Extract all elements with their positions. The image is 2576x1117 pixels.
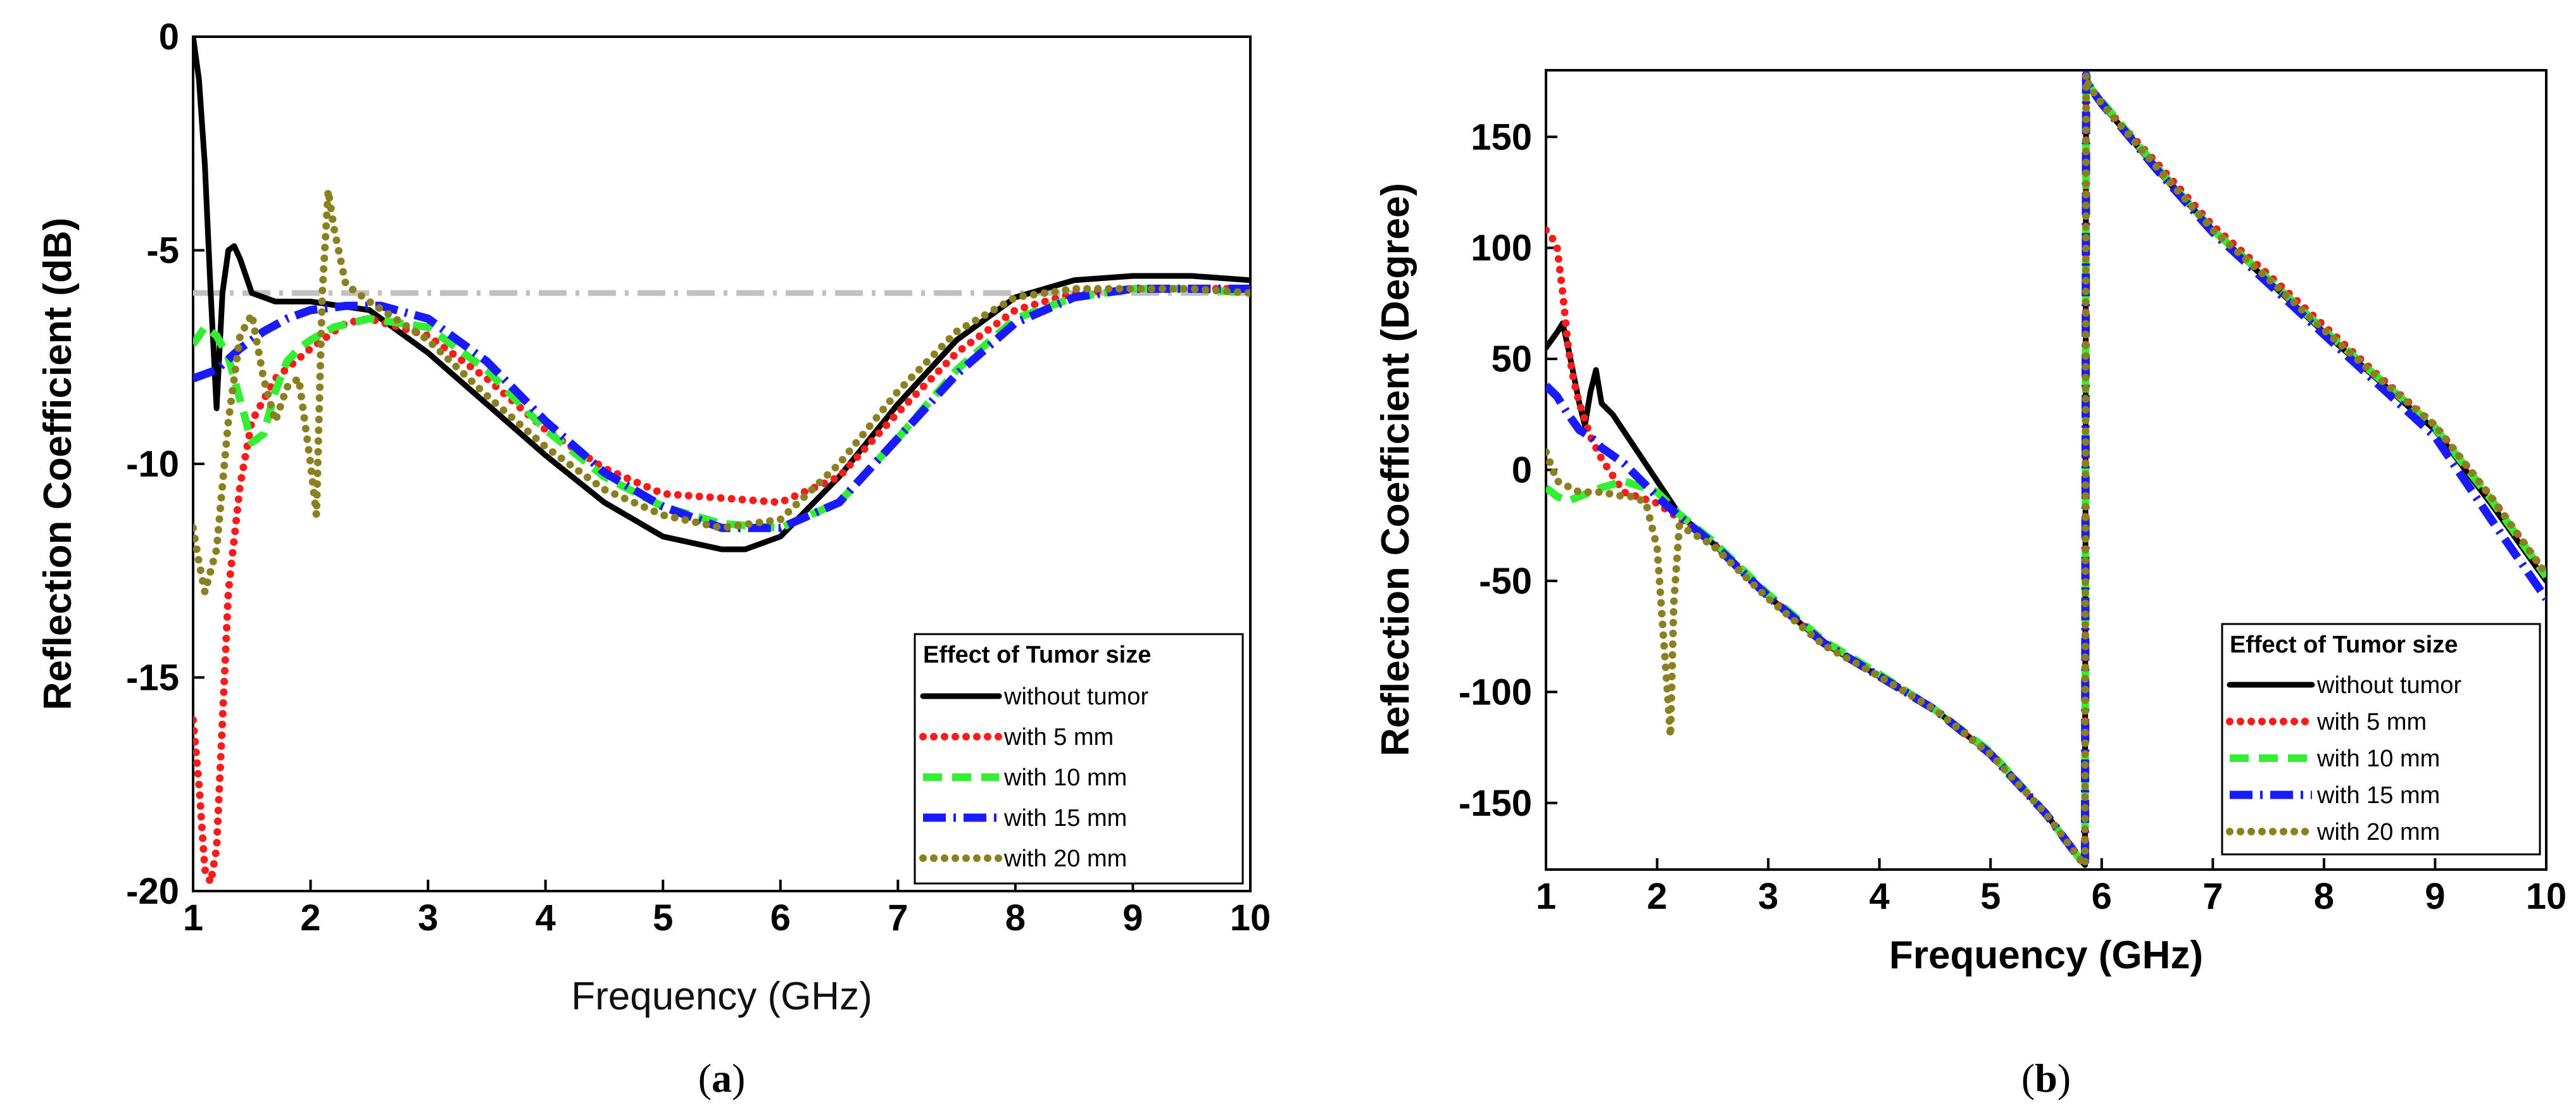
a-y-tick-label: -15: [126, 658, 179, 699]
b-legend-label: with 15 mm: [2316, 782, 2440, 809]
panel-a: 1 2 3 4 5 6 7 8 9 100-5-10-15-20 Frequency (GHz) …: [36, 16, 1271, 1101]
b-x-tick-label: 7: [2202, 876, 2223, 917]
b-x-tick-label: 10: [2526, 876, 2567, 917]
panel-b-x-axis-label: Frequency (GHz): [1889, 933, 2203, 977]
panel-b-series: [1546, 70, 2546, 870]
b-y-tick-label: -150: [1459, 783, 1532, 824]
panel-a-y-axis-label: Reflection Coefficient (dB): [36, 218, 80, 710]
b-legend-label: without tumor: [2316, 672, 2461, 699]
b-y-tick-label: 50: [1491, 339, 1532, 380]
a-y-tick-label: -5: [146, 230, 179, 271]
a-legend-label: without tumor: [1003, 683, 1148, 710]
a-x-tick-label: 5: [653, 897, 673, 939]
panel-a-legend: Effect of Tumor size without tumor with 5…: [914, 633, 1244, 885]
a-x-tick-label: 9: [1122, 897, 1143, 939]
a-x-tick-label: 4: [536, 897, 556, 939]
b-x-tick-label: 9: [2425, 876, 2445, 917]
a-x-tick-label: 6: [770, 897, 791, 939]
b-y-tick-label: -100: [1459, 671, 1532, 713]
panel-b: 1 2 3 4 5 6 7 8 9 10 150 100 50 0 -50 -100 -150 Frequenc…: [1374, 69, 2567, 1101]
a-y-tick-label: 0: [159, 16, 179, 58]
a-series-line-with-20-mm: [193, 187, 1250, 596]
panel-b-legend-title: Effect of Tumor size: [2230, 632, 2458, 658]
a-legend-label: with 20 mm: [1003, 846, 1127, 872]
panel-b-legend: Effect of Tumor size without tumor with 5…: [2221, 623, 2541, 856]
a-series-line-with-10-mm: [193, 285, 1250, 532]
panel-a-ticks: 1 2 3 4 5 6 7 8 9 10 0 -5 -10 -15 -20: [126, 16, 1271, 939]
b-x-tick-label: 3: [1758, 876, 1778, 917]
b-y-tick-label: 0: [1512, 450, 1532, 491]
a-y-tick-label: -10: [126, 444, 179, 485]
b-x-tick-label: 5: [1980, 876, 2001, 917]
panel-a-caption: (a): [698, 1056, 746, 1101]
a-x-tick-label: 10: [1230, 897, 1271, 939]
b-x-tick-label: 8: [2314, 876, 2334, 917]
b-series-line-with-20-mm: [1546, 71, 2546, 869]
a-x-tick-label: 1: [183, 897, 203, 939]
a-legend-label: with 10 mm: [1003, 764, 1127, 791]
panel-b-y-axis-label: Reflection Coefficient (Degree): [1374, 183, 1417, 756]
b-x-tick-label: 1: [1536, 876, 1556, 917]
a-series-line-without-tumor: [193, 37, 1250, 552]
b-y-tick-label: 100: [1471, 228, 1532, 269]
panel-a-legend-title: Effect of Tumor size: [923, 642, 1151, 668]
b-y-tick-label: -50: [1479, 561, 1532, 602]
b-x-tick-label: 2: [1647, 876, 1667, 917]
a-legend-label: with 5 mm: [1003, 724, 1114, 751]
b-legend-label: with 5 mm: [2316, 709, 2427, 735]
panel-a-x-axis-label: Frequency (GHz): [571, 975, 872, 1018]
panel-b-caption: (b): [2021, 1056, 2071, 1101]
b-x-tick-label: 4: [1869, 876, 1890, 917]
a-x-tick-label: 3: [418, 897, 438, 939]
a-legend-label: with 15 mm: [1003, 805, 1127, 832]
a-x-tick-label: 8: [1005, 897, 1026, 939]
panel-a-legend-box: [914, 633, 1244, 885]
a-x-tick-label: 7: [888, 897, 908, 939]
panel-b-legend-items: without tumor with 5 mm with 10 mm with 15 …: [2226, 672, 2461, 846]
a-x-tick-label: 2: [300, 897, 320, 939]
panel-a-series: [193, 37, 1250, 887]
b-legend-label: with 10 mm: [2316, 746, 2440, 772]
a-series-line-with-15-mm: [193, 284, 1250, 532]
a-y-tick-label: -20: [126, 871, 179, 912]
b-y-tick-label: 150: [1471, 116, 1532, 158]
a-series-line-with-5-mm: [193, 285, 1250, 887]
panel-a-legend-items: without tumor with 5 mm with 10 mm with 15 …: [919, 683, 1148, 872]
b-x-tick-label: 6: [2092, 876, 2112, 917]
panel-b-ticks: 1 2 3 4 5 6 7 8 9 10 150 100 50 0 -50 -100 -150: [1459, 116, 2567, 917]
panel-b-legend-box: [2221, 623, 2541, 856]
b-legend-label: with 20 mm: [2316, 819, 2440, 846]
